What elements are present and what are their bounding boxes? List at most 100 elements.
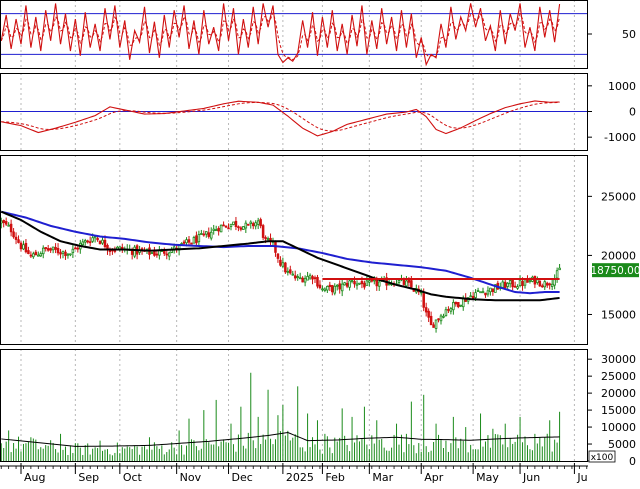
candle-body [205, 231, 208, 235]
candle-body [328, 284, 332, 287]
candle-body [27, 250, 30, 255]
candle-body [256, 220, 260, 225]
candle-body [377, 281, 381, 287]
x-tick-label: Apr [424, 471, 444, 484]
volume-y-tick-label: 30000 [601, 353, 636, 366]
candle-body [113, 250, 117, 252]
candle-body [76, 247, 80, 250]
candle-body [311, 276, 314, 280]
candle-body [19, 242, 23, 250]
candle-body [439, 315, 443, 322]
volume-y-tick-label: 25000 [601, 370, 636, 383]
candle-body [232, 221, 235, 225]
candle-body [521, 281, 524, 287]
candle-body [301, 277, 304, 283]
panel-0-frame [0, 0, 588, 69]
candle-body [224, 225, 228, 228]
candle-body [51, 246, 55, 251]
candle-body [251, 223, 255, 227]
candle-body [153, 250, 156, 256]
candle-body [289, 269, 292, 274]
x-tick-label: Jun [522, 471, 540, 484]
candle-body [4, 221, 8, 225]
candle-body [333, 285, 337, 294]
candle-body [49, 248, 52, 251]
candle-body [427, 310, 430, 318]
candle-body [59, 252, 62, 255]
volume-y-tick-label: 20000 [601, 387, 636, 400]
macd-line [1, 100, 560, 137]
volume-y-tick-label: 5000 [608, 438, 636, 451]
x-tick-label: Aug [24, 471, 45, 484]
candle-body [237, 226, 240, 229]
candle-body [81, 241, 85, 246]
candle-body [476, 290, 480, 292]
candle-body [44, 247, 47, 249]
candle-body [454, 301, 458, 305]
candle-body [281, 262, 285, 267]
x-tick-label: Ju [576, 471, 587, 484]
candle-body [266, 238, 270, 240]
candle-body [318, 284, 322, 289]
candle-body [338, 283, 341, 290]
candle-body [259, 219, 262, 227]
candle-body [410, 280, 413, 288]
candle-body [508, 280, 512, 285]
panel-1-frame [0, 73, 588, 151]
candle-body [405, 280, 408, 287]
candle-body [98, 240, 102, 245]
candle-body [61, 250, 65, 254]
price-y-axis: 25000 20000 15000 [588, 190, 636, 321]
price-ma-long-line [1, 210, 560, 295]
candle-body [538, 280, 542, 287]
candle-body [306, 275, 309, 281]
macd-y-tick-label: 1000 [608, 80, 636, 93]
x-tick-label: Feb [325, 471, 344, 484]
candle-body [264, 237, 267, 240]
candle-body [402, 278, 406, 285]
candle-body [442, 315, 445, 318]
candle-body [449, 308, 453, 312]
candle-body [190, 242, 193, 245]
candle-body [2, 220, 5, 224]
candle-body [244, 222, 248, 229]
candle-body [276, 253, 280, 259]
candle-body [459, 304, 463, 307]
candle-body [523, 279, 527, 286]
candle-body [437, 318, 440, 321]
candle-body [234, 220, 238, 227]
price-panel: 18750.00 [0, 210, 640, 333]
candle-body [506, 282, 509, 287]
candle-body [88, 241, 92, 244]
candle-body [34, 251, 38, 256]
candle-body [101, 239, 104, 244]
candle-body [17, 239, 20, 243]
candle-body [298, 277, 302, 280]
candle-body [533, 275, 537, 285]
svg-text:x100: x100 [591, 453, 614, 463]
candle-body [484, 292, 487, 296]
candle-body [279, 259, 282, 266]
candle-body [54, 246, 57, 250]
candle-body [326, 286, 329, 291]
candle-body [550, 283, 554, 287]
candle-body [14, 236, 18, 240]
candle-body [291, 273, 295, 276]
candle-body [397, 279, 401, 283]
candle-body [486, 290, 490, 295]
candle-body [217, 228, 220, 232]
volume-unit-label: x100 [588, 450, 616, 463]
candle-body [553, 279, 556, 286]
candle-body [543, 281, 547, 288]
candle-body [375, 280, 379, 287]
candle-body [46, 248, 50, 251]
candle-body [69, 253, 72, 256]
candle-body [471, 296, 475, 299]
candle-body [212, 228, 215, 231]
candle-body [214, 229, 218, 232]
candle-body [303, 277, 307, 283]
candle-body [457, 302, 460, 308]
candle-body [518, 279, 522, 287]
candle-body [91, 237, 94, 242]
